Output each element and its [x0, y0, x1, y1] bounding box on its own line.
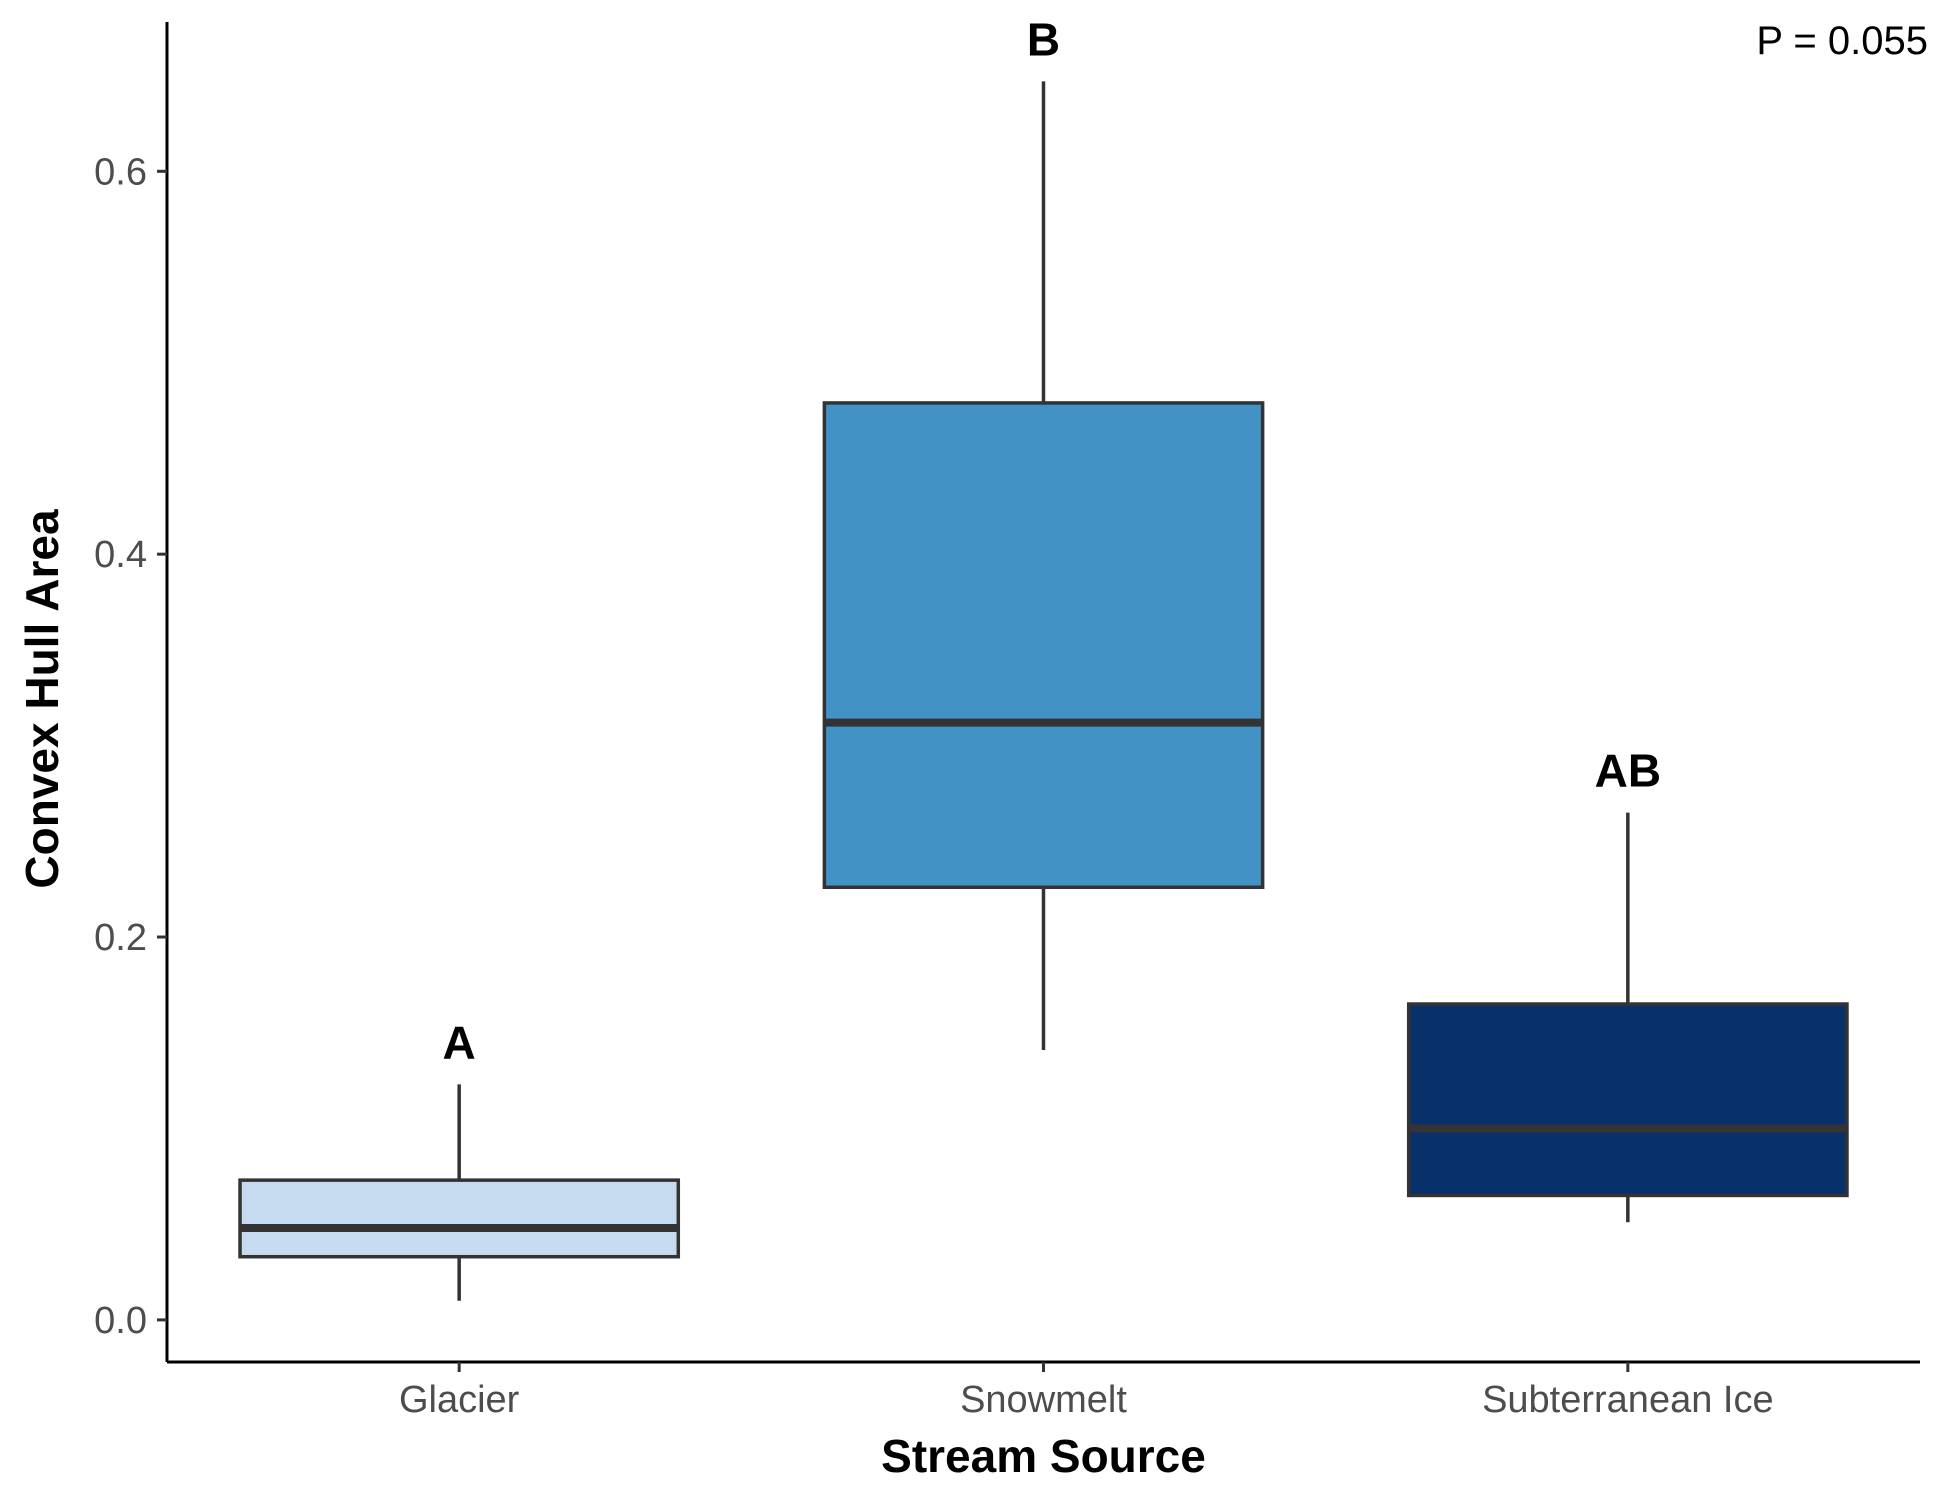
y-tick-label: 0.4 — [94, 534, 147, 576]
box-group: A — [238, 1016, 681, 1301]
group-letter: AB — [1595, 745, 1661, 797]
box-group: AB — [1406, 745, 1849, 1223]
group-letter: A — [443, 1016, 476, 1068]
p-value-annotation: P = 0.055 — [1756, 19, 1928, 63]
y-tick-label: 0.2 — [94, 917, 147, 959]
box-group: B — [822, 13, 1265, 1050]
x-tick-label: Subterranean Ice — [1482, 1379, 1774, 1421]
y-tick-label: 0.6 — [94, 151, 147, 193]
group-letter: B — [1027, 13, 1060, 65]
y-tick-label: 0.0 — [94, 1300, 147, 1342]
box — [822, 401, 1265, 890]
x-tick-label: Glacier — [399, 1379, 520, 1421]
box — [1406, 1002, 1849, 1198]
axes: 0.0 0.2 0.4 0.6 Glacier Snowmelt Subterranean … — [94, 22, 1920, 1421]
x-tick-label: Snowmelt — [960, 1379, 1127, 1421]
x-axis-title: Stream Source — [881, 1430, 1206, 1482]
box — [238, 1178, 681, 1259]
y-axis-title: Convex Hull Area — [16, 509, 68, 889]
